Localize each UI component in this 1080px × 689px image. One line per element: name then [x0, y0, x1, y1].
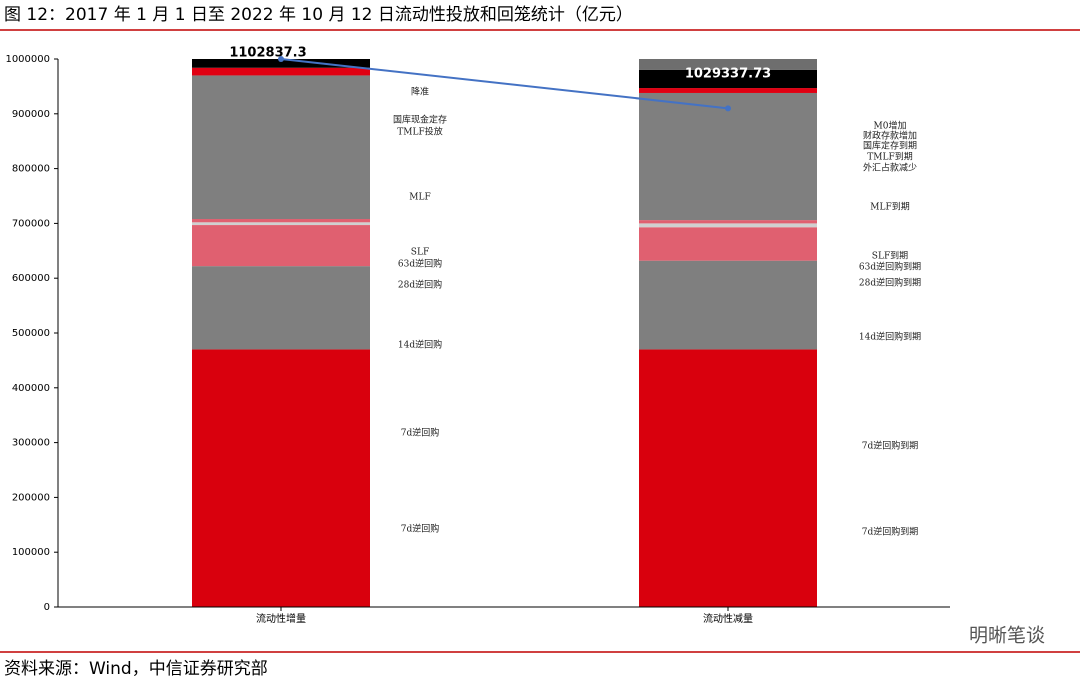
segment-annotation: 外汇占款减少 [863, 162, 917, 174]
segment-annotation: 降准 [411, 86, 429, 98]
x-tick-label: 流动性增量 [256, 612, 306, 625]
bar-segment [639, 92, 817, 221]
bar-segment [192, 219, 370, 223]
segment-annotation: M0增加 [874, 120, 907, 132]
segment-annotation: TMLF到期 [867, 151, 912, 163]
bar-segment [639, 260, 817, 350]
line-point [278, 56, 284, 62]
y-tick-label: 300000 [12, 438, 50, 449]
bar-segment [639, 227, 817, 261]
segment-annotation: MLF [409, 193, 430, 203]
segment-annotation: 国库定存到期 [863, 140, 917, 152]
segment-annotation: SLF [411, 248, 429, 258]
segment-annotation: 63d逆回购到期 [859, 261, 921, 273]
segment-annotation: 28d逆回购 [398, 279, 442, 291]
y-tick-label: 500000 [12, 328, 50, 339]
x-tick-label: 流动性减量 [703, 612, 753, 625]
line-series [280, 58, 729, 110]
segment-annotation: 7d逆回购 [401, 523, 440, 535]
y-tick-label: 900000 [12, 109, 50, 120]
y-tick-label: 100000 [12, 547, 50, 558]
segment-annotation: 7d逆回购到期 [862, 440, 919, 452]
segment-annotation: TMLF投放 [397, 126, 442, 138]
y-tick-label: 200000 [12, 492, 50, 503]
line-point [725, 105, 731, 112]
y-tick-label: 700000 [12, 218, 50, 229]
segment-annotation: SLF到期 [872, 250, 908, 262]
watermark: 明晰笔谈 [969, 625, 1045, 647]
bar-segment [192, 349, 370, 607]
bar-segment [192, 75, 370, 220]
y-tick-label: 1000000 [5, 54, 50, 65]
segment-annotation: 14d逆回购 [398, 339, 442, 351]
bar-segment [639, 59, 817, 70]
segment-annotation: 7d逆回购到期 [862, 526, 919, 538]
segment-annotation: MLF到期 [870, 201, 909, 213]
bar-segment [192, 222, 370, 226]
bar-segment [639, 88, 817, 93]
plot-area [192, 59, 817, 607]
segment-annotation: 7d逆回购 [401, 427, 440, 439]
y-tick-label: 600000 [12, 273, 50, 284]
segment-annotation: 财政存款增加 [863, 130, 917, 142]
bar-segment [639, 69, 817, 89]
bar-segment [192, 67, 370, 76]
segment-annotation: 14d逆回购到期 [859, 331, 921, 343]
bar-segment [192, 59, 370, 68]
bar-segment [192, 225, 370, 267]
total-label: 1102837.3 [229, 46, 306, 61]
chart-title: 图 12：2017 年 1 月 1 日至 2022 年 10 月 12 日流动性… [4, 5, 633, 25]
segment-annotation: 国库现金定存 [393, 114, 447, 126]
source: 资料来源：Wind，中信证券研究部 [4, 659, 268, 679]
y-tick-label: 400000 [12, 383, 50, 394]
bar-segment [192, 266, 370, 350]
y-tick-label: 800000 [12, 164, 50, 175]
total-label: 1029337.73 [685, 67, 771, 82]
bar-segment [639, 220, 817, 224]
bar-segment [639, 223, 817, 228]
y-tick-label: 0 [44, 602, 50, 613]
bar-segment [639, 349, 817, 607]
segment-annotation: 63d逆回购 [398, 258, 442, 270]
segment-annotation: 28d逆回购到期 [859, 277, 921, 289]
